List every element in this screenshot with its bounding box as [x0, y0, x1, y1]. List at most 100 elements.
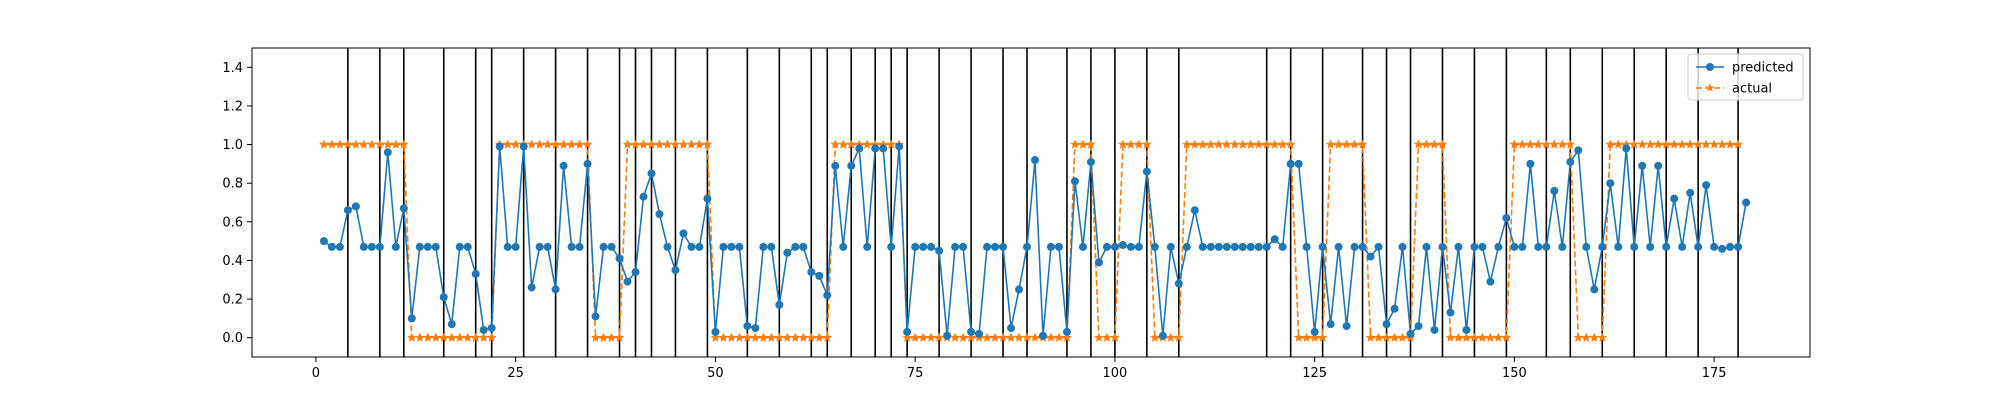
data-point-predicted — [711, 327, 720, 336]
data-point-actual — [822, 332, 833, 342]
data-point-predicted — [1606, 179, 1615, 188]
data-point-predicted — [391, 242, 400, 251]
data-point-predicted — [351, 202, 360, 211]
data-point-predicted — [1174, 279, 1183, 288]
data-point-predicted — [1118, 240, 1127, 249]
x-tick-label: 175 — [1702, 366, 1727, 381]
data-point-predicted — [1310, 327, 1319, 336]
data-point-predicted — [335, 242, 344, 251]
data-point-predicted — [1614, 242, 1623, 251]
x-tick-label: 75 — [907, 366, 924, 381]
data-point-predicted — [1342, 322, 1351, 331]
data-point-actual — [582, 139, 593, 149]
data-point-actual — [1173, 332, 1184, 342]
data-point-predicted — [607, 242, 616, 251]
data-point-predicted — [511, 242, 520, 251]
data-point-predicted — [519, 142, 528, 151]
data-point-predicted — [1222, 242, 1231, 251]
data-point-predicted — [655, 210, 664, 219]
data-point-predicted — [423, 242, 432, 251]
data-point-actual — [1062, 332, 1072, 342]
data-point-predicted — [695, 242, 704, 251]
data-point-predicted — [1494, 242, 1503, 251]
data-point-predicted — [591, 312, 600, 321]
data-point-predicted — [1446, 308, 1455, 317]
data-point-predicted — [879, 144, 888, 153]
data-point-actual — [486, 332, 497, 342]
x-axis: 0 25 50 75 100 125 150 175 — [312, 357, 1727, 381]
data-point-predicted — [1198, 242, 1207, 251]
y-tick-label: 1.0 — [222, 138, 243, 153]
data-point-predicted — [463, 242, 472, 251]
data-point-predicted — [1390, 304, 1399, 313]
data-point-predicted — [1350, 242, 1359, 251]
data-point-predicted — [1742, 198, 1751, 207]
data-point-predicted — [439, 293, 448, 302]
data-point-predicted — [1078, 242, 1087, 251]
data-point-predicted — [1134, 242, 1143, 251]
data-point-predicted — [1366, 252, 1375, 261]
data-point-predicted — [703, 194, 712, 203]
data-point-predicted — [823, 291, 832, 300]
data-point-predicted — [791, 242, 800, 251]
data-point-actual — [398, 139, 409, 149]
data-point-predicted — [783, 248, 792, 257]
legend-label-actual: actual — [1732, 82, 1772, 97]
data-point-predicted — [895, 142, 904, 151]
data-point-predicted — [983, 242, 992, 251]
data-point-predicted — [1478, 242, 1487, 251]
data-point-predicted — [943, 331, 952, 340]
data-point-predicted — [1230, 242, 1239, 251]
data-point-predicted — [671, 266, 680, 275]
x-tick-label: 150 — [1502, 366, 1527, 381]
data-point-predicted — [1038, 331, 1047, 340]
legend: predicted actual — [1687, 53, 1804, 101]
data-point-predicted — [1150, 242, 1159, 251]
data-point-predicted — [1294, 159, 1303, 168]
data-point-predicted — [1094, 258, 1103, 267]
plot-frame — [251, 47, 1811, 358]
data-point-actual — [1733, 139, 1743, 149]
data-point-predicted — [727, 242, 736, 251]
data-point-predicted — [1422, 242, 1431, 251]
data-point-predicted — [1326, 320, 1335, 329]
data-point-predicted — [631, 268, 640, 277]
data-point-predicted — [575, 242, 584, 251]
data-point-actual — [614, 332, 625, 342]
data-point-predicted — [359, 242, 368, 251]
data-point-predicted — [1206, 242, 1215, 251]
data-point-predicted — [975, 329, 984, 338]
data-point-actual — [1565, 139, 1576, 149]
data-point-predicted — [447, 320, 456, 329]
data-point-predicted — [487, 324, 496, 333]
data-point-predicted — [871, 144, 880, 153]
data-point-predicted — [1126, 242, 1135, 251]
data-point-predicted — [855, 144, 864, 153]
data-point-predicted — [1598, 242, 1607, 251]
data-point-predicted — [1142, 167, 1151, 176]
data-point-predicted — [1054, 242, 1063, 251]
data-point-predicted — [1158, 331, 1167, 340]
data-point-predicted — [1110, 242, 1119, 251]
x-tick-label: 125 — [1302, 366, 1327, 381]
y-tick-label: 0.4 — [222, 254, 243, 269]
data-point-predicted — [1007, 324, 1016, 333]
data-point-predicted — [1454, 242, 1463, 251]
data-point-predicted — [543, 242, 552, 251]
data-point-predicted — [415, 242, 424, 251]
data-point-predicted — [1622, 144, 1631, 153]
data-point-predicted — [919, 242, 928, 251]
data-point-predicted — [1582, 242, 1591, 251]
data-point-predicted — [1070, 177, 1079, 186]
data-point-predicted — [1278, 242, 1287, 251]
data-point-predicted — [471, 269, 480, 278]
data-point-actual — [1357, 139, 1368, 149]
data-point-predicted — [1374, 242, 1383, 251]
data-point-predicted — [431, 242, 440, 251]
data-point-predicted — [999, 242, 1008, 251]
data-point-predicted — [399, 204, 408, 213]
data-point-predicted — [1046, 242, 1055, 251]
data-point-predicted — [1526, 159, 1535, 168]
data-point-predicted — [1166, 242, 1175, 251]
data-point-predicted — [927, 242, 936, 251]
